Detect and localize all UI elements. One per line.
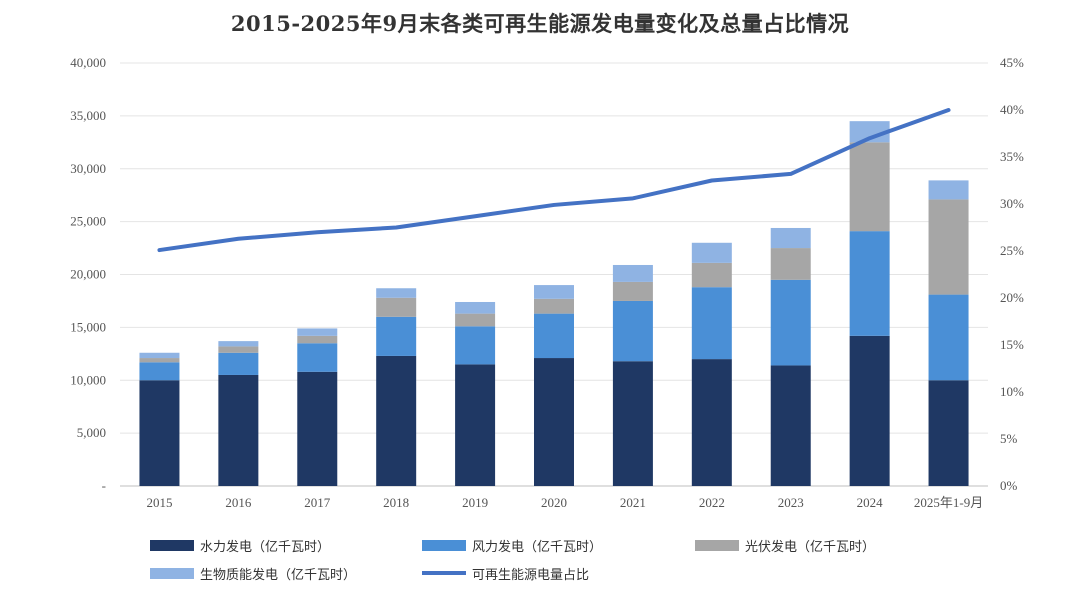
legend-label-hydro: 水力发电（亿千瓦时） xyxy=(200,539,331,555)
bar-segment-series-1 xyxy=(612,300,653,362)
legend-item-hydro: 水力发电（亿千瓦时） xyxy=(150,535,330,555)
x-tick-label: 2017 xyxy=(304,495,331,510)
bar-segment-series-2 xyxy=(534,298,574,314)
y-left-tick-label: 10,000 xyxy=(70,372,106,387)
bar-segment-series-3 xyxy=(218,341,259,347)
bar-segment-series-3 xyxy=(455,301,496,314)
x-tick-label: 2016 xyxy=(225,495,252,510)
bar-segment-series-2 xyxy=(218,346,259,353)
share-line xyxy=(157,108,951,253)
legend-item-wind: 风力发电（亿千瓦时） xyxy=(422,535,602,555)
y-right-tick-label: 0% xyxy=(1000,478,1018,493)
bar-segment-series-2 xyxy=(139,358,180,363)
bar-segment-series-0 xyxy=(612,361,653,486)
y-left-tick-label: - xyxy=(102,478,106,493)
bar-segment-series-2 xyxy=(376,297,417,317)
legend-line-share xyxy=(422,571,466,575)
x-tick-label: 2023 xyxy=(778,495,804,510)
y-right-tick-label: 30% xyxy=(1000,196,1024,211)
legend-swatch-solar xyxy=(695,539,739,551)
bar-segment-series-3 xyxy=(376,288,417,298)
bar-segment-series-0 xyxy=(455,364,496,486)
x-tick-label: 2020 xyxy=(541,495,567,510)
bar-segment-series-2 xyxy=(849,142,890,232)
y-right-tick-label: 10% xyxy=(1000,384,1024,399)
bar-segment-series-1 xyxy=(770,279,811,366)
legend-swatch-wind xyxy=(422,539,466,551)
bar-segment-series-0 xyxy=(218,374,259,486)
bar-segment-series-1 xyxy=(218,352,259,375)
y-left-tick-label: 25,000 xyxy=(70,214,106,229)
legend-label-solar: 光伏发电（亿千瓦时） xyxy=(745,539,876,555)
bar-segment-series-3 xyxy=(534,285,574,299)
bar-segment-series-2 xyxy=(455,313,496,327)
y-left-tick-label: 20,000 xyxy=(70,267,106,282)
x-tick-label: 2018 xyxy=(383,495,409,510)
y-right-tick-label: 20% xyxy=(1000,290,1024,305)
x-tick-label: 2024 xyxy=(857,495,884,510)
bar-segment-series-3 xyxy=(297,328,338,336)
legend-item-share-line: 可再生能源电量占比 xyxy=(422,563,589,583)
bar-segment-series-0 xyxy=(928,380,969,486)
y-left-tick-label: 15,000 xyxy=(70,319,106,334)
legend-label-share: 可再生能源电量占比 xyxy=(472,567,590,583)
bar-segment-series-2 xyxy=(297,335,338,344)
y-right-tick-label: 40% xyxy=(1000,102,1024,117)
legend-label-wind: 风力发电（亿千瓦时） xyxy=(472,539,603,555)
legend-swatch-hydro xyxy=(150,539,194,551)
bar-segment-series-2 xyxy=(928,199,969,295)
x-tick-label: 2021 xyxy=(620,495,646,510)
chart-title: 2015-2025年9月末各类可再生能源发电量变化及总量占比情况 xyxy=(230,11,850,36)
x-tick-label: 2022 xyxy=(699,495,725,510)
y-right-tick-label: 15% xyxy=(1000,337,1024,352)
bar-segment-series-3 xyxy=(691,242,732,263)
bar-segment-series-1 xyxy=(849,231,890,336)
legend-item-solar: 光伏发电（亿千瓦时） xyxy=(695,535,875,555)
bar-segment-series-1 xyxy=(139,362,180,381)
y-left-tick-label: 30,000 xyxy=(70,161,106,176)
bar-segment-series-3 xyxy=(928,180,969,200)
bar-segment-series-1 xyxy=(691,287,732,360)
legend-label-biomass: 生物质能发电（亿千瓦时） xyxy=(200,567,357,583)
bar-segment-series-2 xyxy=(770,248,811,280)
bar-segment-series-3 xyxy=(139,352,180,359)
y-right-tick-label: 45% xyxy=(1000,55,1024,70)
bar-segment-series-0 xyxy=(376,355,417,486)
bar-segment-series-1 xyxy=(376,316,417,356)
bar-segment-series-1 xyxy=(534,313,574,359)
y-right-tick-label: 35% xyxy=(1000,149,1024,164)
bar-segment-series-2 xyxy=(612,281,653,301)
bar-segment-series-2 xyxy=(691,262,732,288)
y-right-tick-label: 5% xyxy=(1000,431,1018,446)
legend-swatch-biomass xyxy=(150,567,194,579)
bar-segment-series-0 xyxy=(691,359,732,486)
bar-segment-series-0 xyxy=(297,371,338,486)
bar-segment-series-0 xyxy=(139,380,180,486)
bar-segment-series-3 xyxy=(770,227,811,249)
x-tick-label: 2025年1-9月 xyxy=(914,495,983,510)
bar-segment-series-1 xyxy=(297,343,338,372)
bar-segment-series-3 xyxy=(612,264,653,282)
bar-segment-series-0 xyxy=(534,358,574,486)
bar-segment-series-3 xyxy=(849,121,890,143)
y-right-tick-label: 25% xyxy=(1000,243,1024,258)
x-tick-label: 2015 xyxy=(146,495,172,510)
bar-segment-series-1 xyxy=(928,294,969,381)
bar-segment-series-0 xyxy=(770,365,811,486)
x-tick-label: 2019 xyxy=(462,495,488,510)
y-left-tick-label: 35,000 xyxy=(70,108,106,123)
y-left-tick-label: 40,000 xyxy=(70,55,106,70)
bar-segment-series-1 xyxy=(455,326,496,365)
legend-item-biomass: 生物质能发电（亿千瓦时） xyxy=(150,563,356,583)
bar-segment-series-0 xyxy=(849,335,890,486)
y-left-tick-label: 5,000 xyxy=(77,425,106,440)
